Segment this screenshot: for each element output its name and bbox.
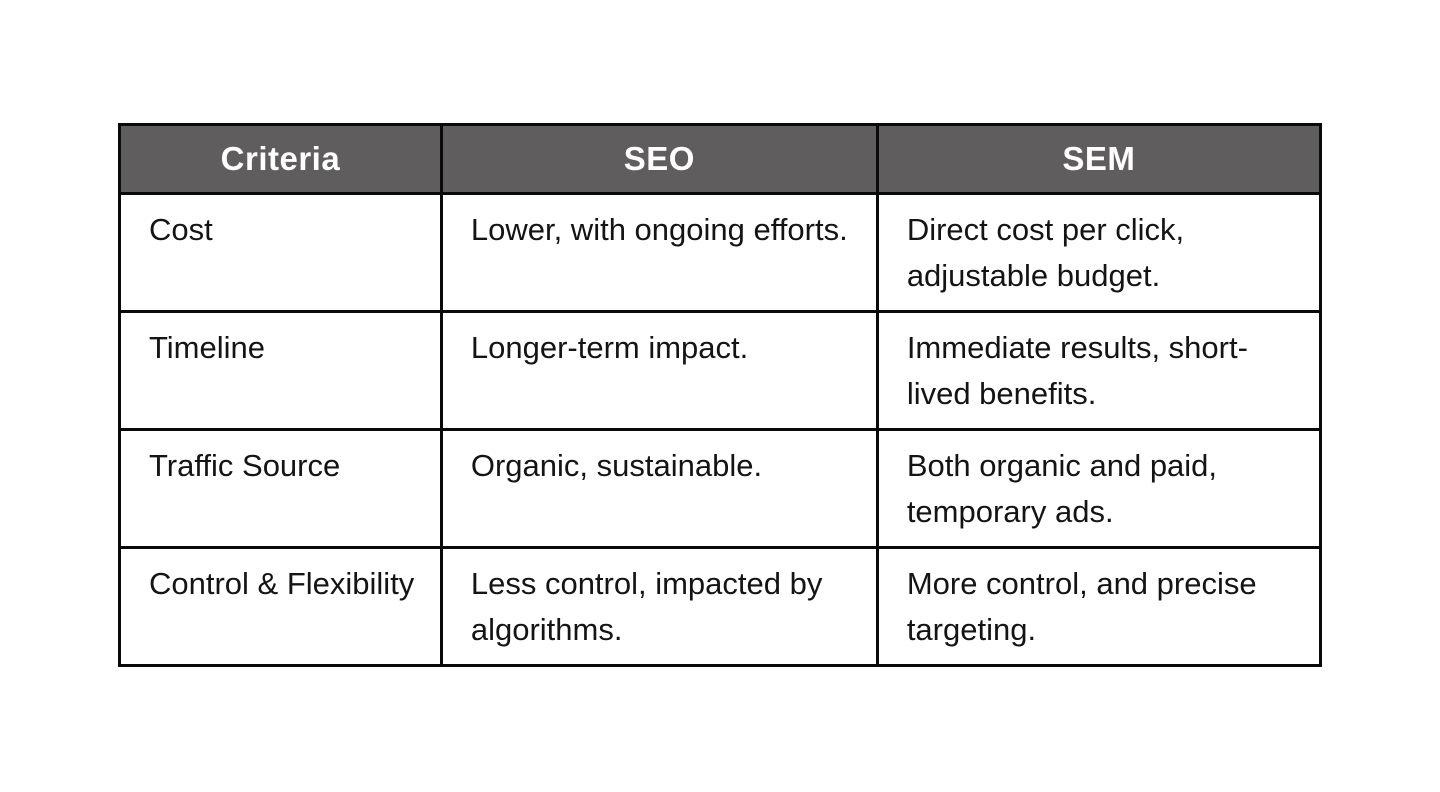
cell-seo-control-flexibility: Less control, impacted by algorithms. bbox=[439, 546, 879, 667]
table-body: Cost Lower, with ongoing efforts. Direct… bbox=[118, 192, 1323, 667]
cell-criteria-control-flexibility: Control & Flexibility bbox=[118, 546, 443, 667]
cell-sem-control-flexibility: More control, and precise targeting. bbox=[875, 546, 1323, 667]
cell-sem-cost: Direct cost per click, adjustable budget… bbox=[875, 192, 1323, 313]
header-cell-seo: SEO bbox=[439, 123, 879, 195]
seo-sem-comparison-table: Criteria SEO SEM Cost Lower, with ongoin… bbox=[118, 123, 1323, 667]
table-row-traffic-source: Traffic Source Organic, sustainable. Bot… bbox=[118, 428, 1323, 549]
cell-criteria-timeline: Timeline bbox=[118, 310, 443, 431]
table-header: Criteria SEO SEM bbox=[118, 123, 1323, 195]
comparison-table-container: Criteria SEO SEM Cost Lower, with ongoin… bbox=[118, 123, 1323, 667]
cell-seo-traffic-source: Organic, sustainable. bbox=[439, 428, 879, 549]
header-cell-criteria: Criteria bbox=[118, 123, 443, 195]
cell-seo-cost: Lower, with ongoing efforts. bbox=[439, 192, 879, 313]
table-row-cost: Cost Lower, with ongoing efforts. Direct… bbox=[118, 192, 1323, 313]
cell-sem-traffic-source: Both organic and paid, temporary ads. bbox=[875, 428, 1323, 549]
cell-criteria-traffic-source: Traffic Source bbox=[118, 428, 443, 549]
header-row: Criteria SEO SEM bbox=[118, 123, 1323, 195]
header-cell-sem: SEM bbox=[875, 123, 1323, 195]
cell-seo-timeline: Longer-term impact. bbox=[439, 310, 879, 431]
cell-criteria-cost: Cost bbox=[118, 192, 443, 313]
table-row-timeline: Timeline Longer-term impact. Immediate r… bbox=[118, 310, 1323, 431]
table-row-control-flexibility: Control & Flexibility Less control, impa… bbox=[118, 546, 1323, 667]
cell-sem-timeline: Immediate results, short-lived benefits. bbox=[875, 310, 1323, 431]
